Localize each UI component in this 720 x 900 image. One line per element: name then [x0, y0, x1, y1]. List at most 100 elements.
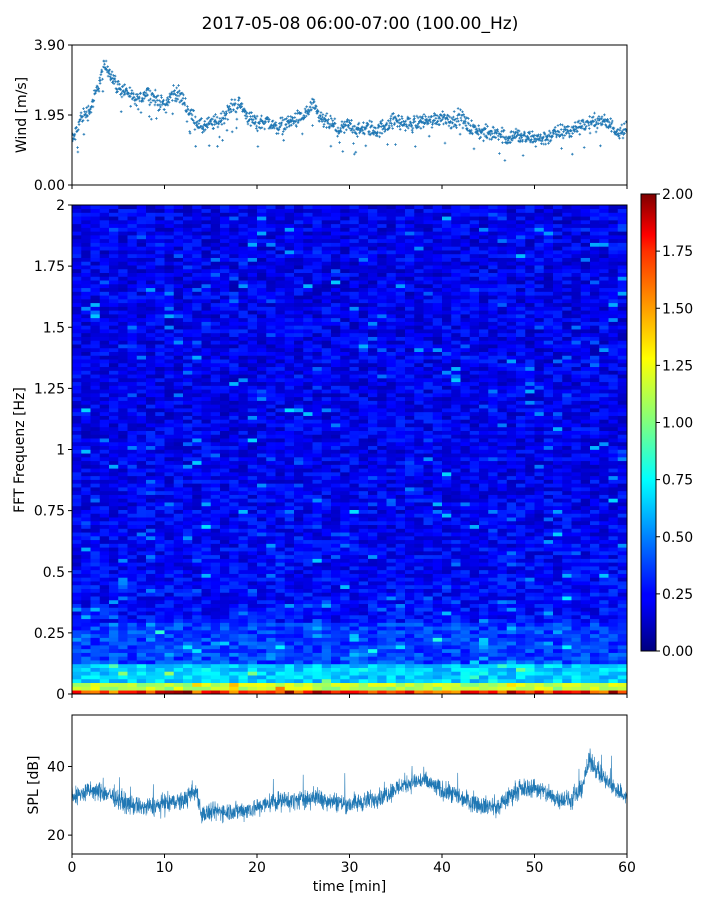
spectrogram-cell [294, 299, 304, 304]
spectrogram-cell [183, 566, 193, 571]
spectrogram-cell [220, 291, 230, 296]
spectrogram-cell [229, 235, 239, 240]
spectrogram-cell [238, 524, 249, 529]
spectrogram-cell [238, 389, 249, 394]
spectrogram-cell [183, 340, 193, 345]
spectrogram-cell [303, 205, 313, 210]
spectrogram-cell [377, 607, 387, 612]
spectrogram-cell [377, 562, 387, 567]
spectrogram-cell [90, 599, 101, 605]
spectrogram-cell [275, 494, 286, 499]
spectrogram-cell [109, 438, 119, 443]
spectrogram-cell [368, 366, 378, 371]
spectrogram-cell [201, 238, 212, 243]
spectrogram-cell [210, 543, 221, 548]
spectrogram-cell [118, 404, 128, 409]
spectrogram-cell [405, 426, 415, 431]
spectrogram-cell [266, 268, 276, 274]
spectrogram-cell [368, 411, 378, 416]
spectrogram-cell [155, 344, 165, 349]
spectrogram-cell [321, 554, 332, 559]
spectrogram-cell [321, 449, 332, 454]
spectrogram-cell [284, 633, 295, 638]
spectrogram-cell [229, 423, 239, 428]
spectrogram-cell [275, 630, 286, 635]
spectrogram-cell [201, 588, 212, 593]
spectrogram-cell [164, 314, 175, 319]
spectrogram-cell [284, 536, 295, 541]
spectrogram-cell [386, 622, 397, 627]
spectrogram-cell [331, 268, 341, 274]
spectrogram-cell [294, 426, 304, 431]
spectrogram-cell [201, 344, 212, 349]
spectrogram-cell [220, 302, 230, 307]
spectrogram-cell [377, 426, 387, 431]
spectrogram-cell [118, 272, 128, 277]
spectrogram-cell [136, 562, 147, 567]
spectrogram-cell [247, 615, 258, 620]
spectrogram-cell [99, 660, 110, 665]
spectrogram-cell [349, 227, 360, 232]
spectrogram-cell [405, 396, 415, 401]
spectrogram-cell [146, 242, 156, 247]
spectrogram-cell [220, 584, 230, 589]
spectrogram-cell [358, 396, 369, 401]
spectrogram-cell [294, 652, 304, 657]
spectrogram-cell [340, 374, 350, 379]
spectrogram-cell [118, 389, 128, 394]
spectrogram-cell [173, 314, 184, 319]
spectrogram-cell [340, 584, 350, 589]
spectrogram-cell [284, 494, 295, 499]
spectrogram-cell [331, 596, 341, 601]
spectrogram-cell [266, 472, 276, 477]
spectrogram-cell [201, 569, 212, 574]
spectrogram-cell [294, 291, 304, 296]
spectrogram-cell [331, 618, 341, 623]
spectrogram-cell [81, 250, 91, 255]
spectrogram-cell [331, 430, 341, 435]
spectrogram-cell [266, 633, 276, 638]
spectrogram-cell [368, 517, 378, 522]
spectrogram-cell [164, 231, 175, 236]
spectrogram-cell [90, 404, 101, 409]
spectrogram-cell [331, 314, 341, 319]
spectrogram-cell [164, 220, 175, 225]
spectrogram-cell [229, 588, 239, 593]
spectrogram-cell [340, 208, 350, 213]
spectrogram-cell [118, 220, 128, 225]
spectrogram-cell [72, 385, 82, 390]
spectrogram-cell [275, 257, 286, 262]
spectrogram-cell [90, 253, 101, 258]
spectrogram-cell [275, 686, 286, 691]
spectrogram-cell [340, 393, 350, 398]
spectrogram-cell [155, 445, 165, 450]
spectrogram-cell [118, 505, 128, 510]
spectrogram-cell [136, 566, 147, 571]
spectrogram-cell [368, 475, 378, 480]
spectrogram-cell [238, 509, 249, 514]
spectrogram-cell [220, 355, 230, 360]
spectrogram-cell [340, 633, 350, 638]
spectrogram-cell [118, 332, 128, 337]
spectrogram-cell [210, 250, 221, 255]
spectrogram-cell [405, 505, 415, 510]
spectrogram-cell [257, 690, 267, 695]
spectrogram-cell [210, 573, 221, 578]
spectrogram-cell [127, 633, 138, 638]
spectrogram-cell [220, 618, 230, 623]
spectrogram-cell [146, 502, 156, 507]
spectrogram-cell [72, 227, 82, 232]
spectrogram-cell [164, 321, 175, 326]
spectrogram-cell [349, 615, 360, 620]
spectrogram-cell [395, 660, 406, 665]
spectrogram-cell [247, 558, 258, 563]
spectrogram-cell [164, 378, 175, 383]
spectrogram-cell [247, 607, 258, 612]
spectrogram-cell [395, 618, 406, 623]
spectrogram-cell [90, 513, 101, 518]
spectrogram-cell [164, 675, 175, 680]
spectrogram-cell [164, 584, 175, 589]
spectrogram-cell [183, 573, 193, 578]
spectrogram-cell [303, 370, 313, 375]
spectrogram-cell [109, 396, 119, 401]
